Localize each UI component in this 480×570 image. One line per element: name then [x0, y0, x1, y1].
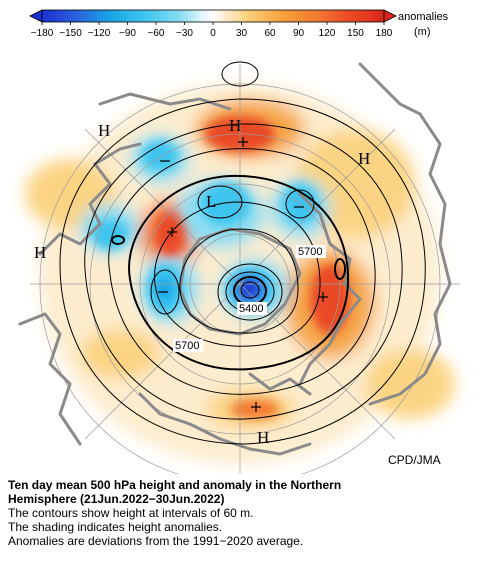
colorbar-tick-label: 0: [210, 28, 216, 39]
colorbar-tick-label: −30: [176, 28, 193, 39]
colorbar-tick-label: −90: [119, 28, 136, 39]
height-contours: [59, 61, 426, 445]
colorbar-units-unit: (m): [414, 26, 431, 38]
colorbar-units-label: anomalies: [398, 11, 449, 23]
coastlines: [18, 62, 452, 456]
colorbar-tick-label: −150: [59, 28, 82, 39]
caption-title-line-2: Hemisphere (21Jun.2022−30Jun.2022): [8, 492, 225, 506]
caption: Ten day mean 500 hPa height and anomaly …: [8, 478, 474, 548]
low-label: L: [206, 192, 216, 211]
colorbar-tick-label: −120: [88, 28, 111, 39]
colorbar-gradient: [41, 9, 385, 23]
caption-line-2: The shading indicates height anomalies.: [8, 520, 223, 534]
caption-line-3: Anomalies are deviations from the 1991−2…: [8, 534, 304, 548]
high-label-northeast: H: [358, 149, 370, 168]
graticule: [30, 64, 460, 474]
anomaly-colorbar: −180 −150 −120 −90 −60 −30 0 30 60 90 120 150 180 an…: [0, 0, 480, 44]
colorbar-tick-label: 150: [347, 28, 364, 39]
colorbar-tick-label: −60: [148, 28, 165, 39]
caption-line-1: The contours show height at intervals of…: [8, 506, 254, 520]
colorbar-right-arrow: [383, 9, 397, 23]
colorbar-tick-label: −180: [31, 28, 54, 39]
contour-label-5700-east: 5700: [298, 246, 322, 258]
contour-label-5400: 5400: [239, 303, 263, 315]
credit-label: CPD/JMA: [388, 453, 441, 467]
high-label-west: H: [34, 243, 46, 262]
polar-stereographic-map: H H H H H L 5700 5400 5700 CPD/JMA: [0, 44, 480, 474]
contour-label-5700-west: 5700: [175, 340, 199, 352]
colorbar-tick-label: 120: [319, 28, 336, 39]
colorbar-left-arrow: [29, 9, 43, 23]
anomaly-markers: [158, 137, 328, 412]
colorbar-tick-label: 60: [264, 28, 276, 39]
colorbar-ticks: −180 −150 −120 −90 −60 −30 0 30 60 90 120 150 180: [31, 22, 393, 39]
high-label-south: H: [257, 428, 269, 447]
high-label-north: H: [229, 116, 241, 135]
colorbar-tick-label: 90: [293, 28, 305, 39]
colorbar-tick-label: 180: [376, 28, 393, 39]
colorbar-tick-label: 30: [236, 28, 248, 39]
caption-title-line-1: Ten day mean 500 hPa height and anomaly …: [8, 478, 342, 492]
high-label-northwest: H: [98, 121, 110, 140]
